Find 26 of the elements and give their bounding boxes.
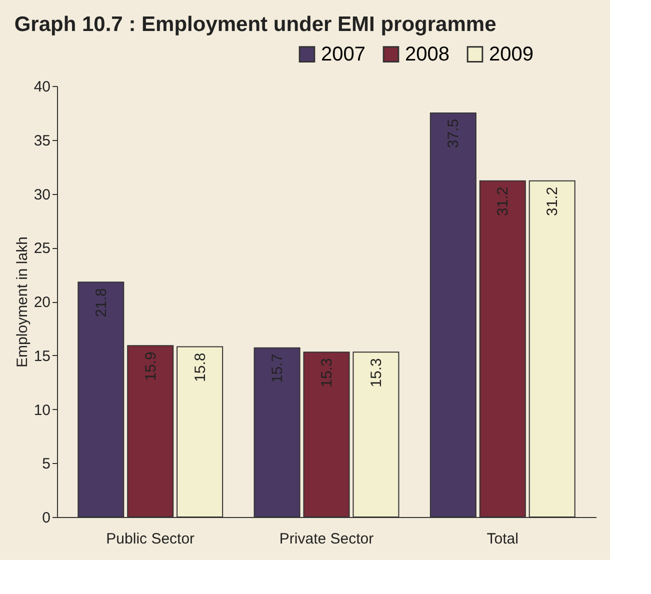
y-tick-label: 0	[42, 510, 50, 526]
y-tick-label: 30	[34, 186, 50, 204]
legend-label: 2008	[405, 43, 450, 66]
legend-label: 2009	[489, 43, 534, 66]
x-tick-label: Total	[486, 530, 518, 548]
data-label: 21.8	[92, 288, 110, 318]
data-label: 31.2	[494, 186, 512, 216]
y-tick-label: 20	[34, 294, 50, 311]
y-tick-label: 40	[34, 78, 50, 96]
y-tick-label: 15	[34, 348, 50, 365]
x-tick-label: Private Sector	[279, 530, 374, 548]
data-label: 15.7	[269, 354, 286, 384]
data-label: 37.5	[445, 118, 462, 148]
data-label: 31.2	[544, 186, 562, 216]
data-label: 15.8	[192, 352, 209, 382]
y-tick-label: 10	[34, 402, 50, 419]
data-label: 15.9	[142, 352, 160, 381]
y-tick-label: 35	[34, 132, 50, 150]
x-tick-label: Public Sector	[106, 530, 195, 548]
data-label: 15.3	[318, 358, 336, 388]
legend-label: 2007	[321, 43, 366, 66]
y-tick-label: 25	[34, 240, 50, 258]
chart-title: Graph 10.7 : Employment under EMI programme	[14, 13, 496, 36]
y-axis-title: Employment in lakh	[14, 236, 31, 368]
y-tick-label: 5	[42, 456, 50, 473]
data-label: 15.3	[368, 358, 385, 388]
